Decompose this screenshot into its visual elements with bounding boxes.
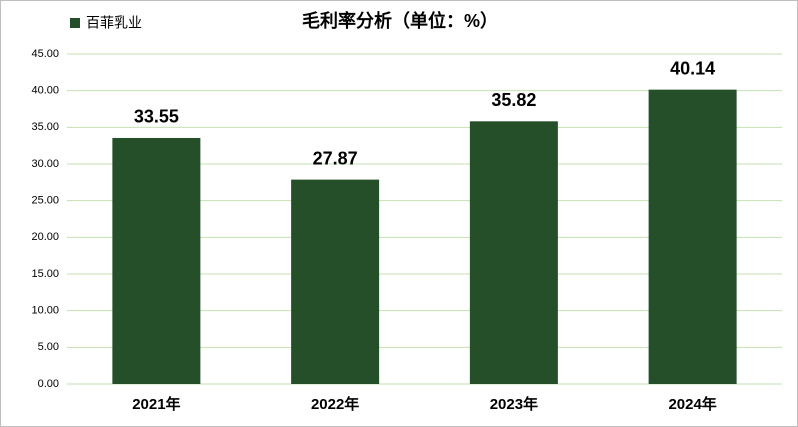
data-label: 27.87 (313, 148, 358, 168)
x-tick-label: 2024年 (668, 395, 716, 413)
y-tick-label: 25.00 (31, 195, 59, 207)
y-tick-label: 15.00 (31, 268, 59, 280)
x-tick-label: 2023年 (490, 395, 538, 413)
bar (648, 89, 737, 384)
legend-swatch (70, 18, 80, 28)
data-label: 35.82 (491, 90, 536, 110)
bar (291, 179, 380, 384)
data-label: 33.55 (134, 107, 179, 127)
chart-title: 毛利率分析（单位：%） (302, 10, 498, 31)
bar (112, 137, 201, 384)
y-tick-label: 45.00 (31, 48, 59, 60)
y-tick-label: 30.00 (31, 158, 59, 170)
y-tick-label: 0.00 (38, 378, 59, 390)
y-tick-label: 20.00 (31, 231, 59, 243)
data-label: 40.14 (670, 58, 715, 78)
y-tick-label: 5.00 (38, 341, 59, 353)
bar (469, 121, 558, 384)
y-tick-label: 40.00 (31, 85, 59, 97)
x-tick-label: 2022年 (311, 395, 359, 413)
y-tick-label: 35.00 (31, 121, 59, 133)
legend-label: 百菲乳业 (86, 15, 142, 31)
y-tick-label: 10.00 (31, 305, 59, 317)
x-tick-label: 2021年 (132, 395, 180, 413)
